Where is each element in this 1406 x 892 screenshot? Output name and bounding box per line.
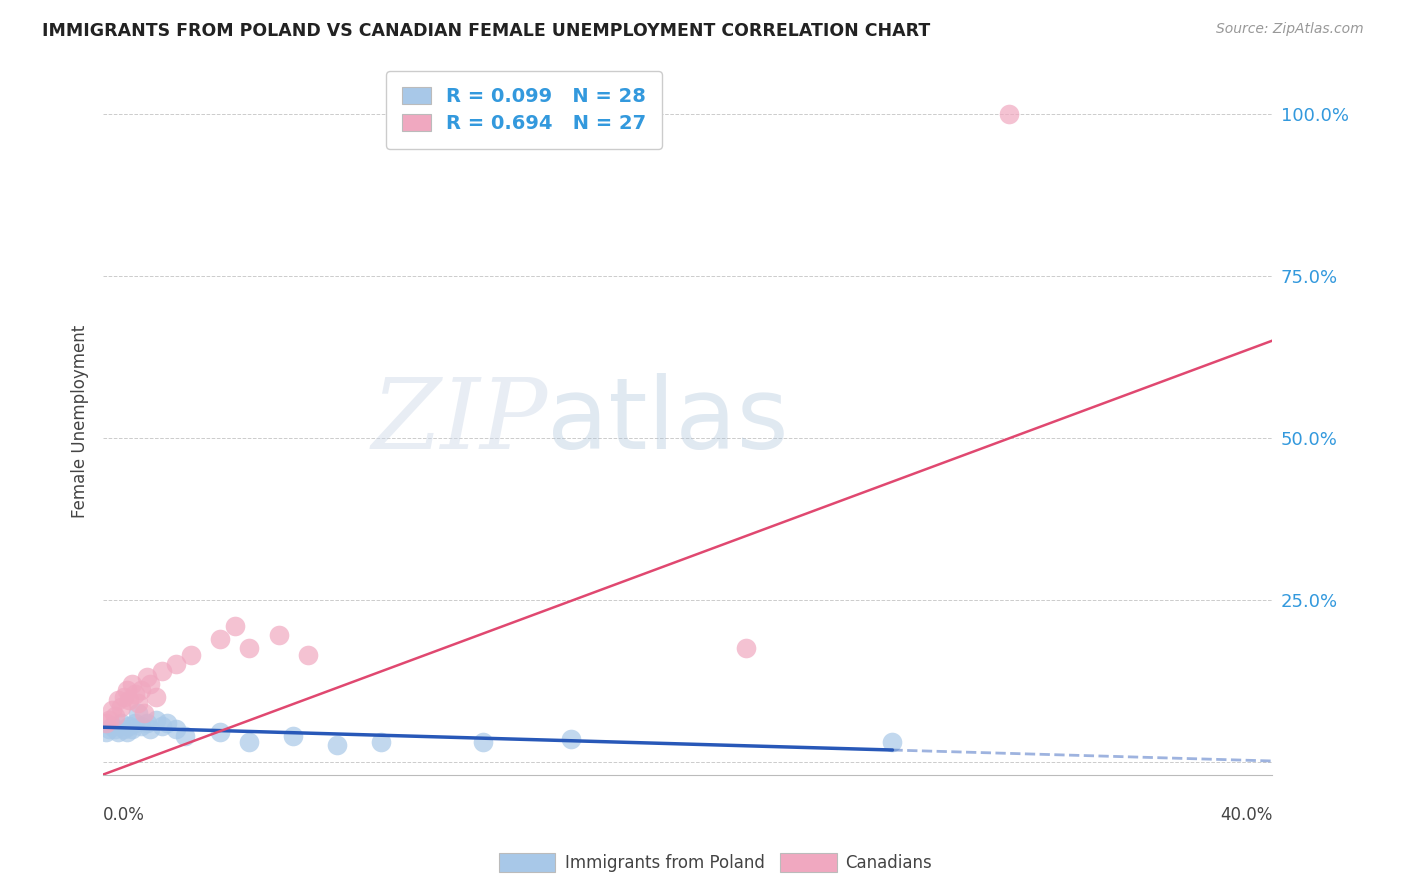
Point [129,683,152,698]
Point [112,723,135,737]
Text: Source: ZipAtlas.com: Source: ZipAtlas.com [1216,22,1364,37]
Point [118,719,141,733]
Text: Canadians: Canadians [845,854,932,871]
Point [127,696,149,710]
Point [735,641,758,656]
Point [129,719,152,733]
Point [998,107,1021,121]
Point [165,723,187,737]
Point [104,723,127,737]
Point [118,693,141,707]
Point [238,735,260,749]
Point [98,723,121,737]
Point [98,713,121,727]
Point [238,641,260,656]
Point [121,723,143,737]
Point [145,713,167,727]
Point [110,699,132,714]
Point [110,715,132,730]
Point [127,706,149,720]
Point [136,715,159,730]
Point [107,725,129,739]
Point [180,648,202,662]
Point [124,687,146,701]
Point [139,677,162,691]
Point [94,715,117,730]
Point [145,690,167,704]
Point [174,729,197,743]
Point [107,693,129,707]
Point [224,618,246,632]
Point [882,735,904,749]
Point [472,735,495,749]
Text: atlas: atlas [547,373,789,470]
Point [101,703,124,717]
Point [136,670,159,684]
Y-axis label: Female Unemployment: Female Unemployment [72,325,89,518]
Text: IMMIGRANTS FROM POLAND VS CANADIAN FEMALE UNEMPLOYMENT CORRELATION CHART: IMMIGRANTS FROM POLAND VS CANADIAN FEMAL… [42,22,931,40]
Point [165,657,187,672]
Text: ZIP: ZIP [371,374,547,469]
Text: 0.0%: 0.0% [103,806,145,824]
Text: Immigrants from Poland: Immigrants from Poland [565,854,765,871]
Point [209,725,232,739]
Point [112,690,135,704]
Point [104,709,127,723]
Point [297,648,319,662]
Text: 40.0%: 40.0% [1220,806,1272,824]
Point [560,731,582,746]
Point [370,735,392,749]
Point [209,632,232,646]
Point [124,715,146,730]
Point [101,719,124,733]
Point [281,729,304,743]
Point [326,739,349,753]
Legend: R = 0.099   N = 28, R = 0.694   N = 27: R = 0.099 N = 28, R = 0.694 N = 27 [387,71,662,149]
Point [115,683,138,698]
Point [121,677,143,691]
Point [115,725,138,739]
Point [94,725,117,739]
Point [150,664,173,678]
Point [156,715,179,730]
Point [267,628,290,642]
Point [150,719,173,733]
Point [139,723,162,737]
Point [132,706,155,720]
